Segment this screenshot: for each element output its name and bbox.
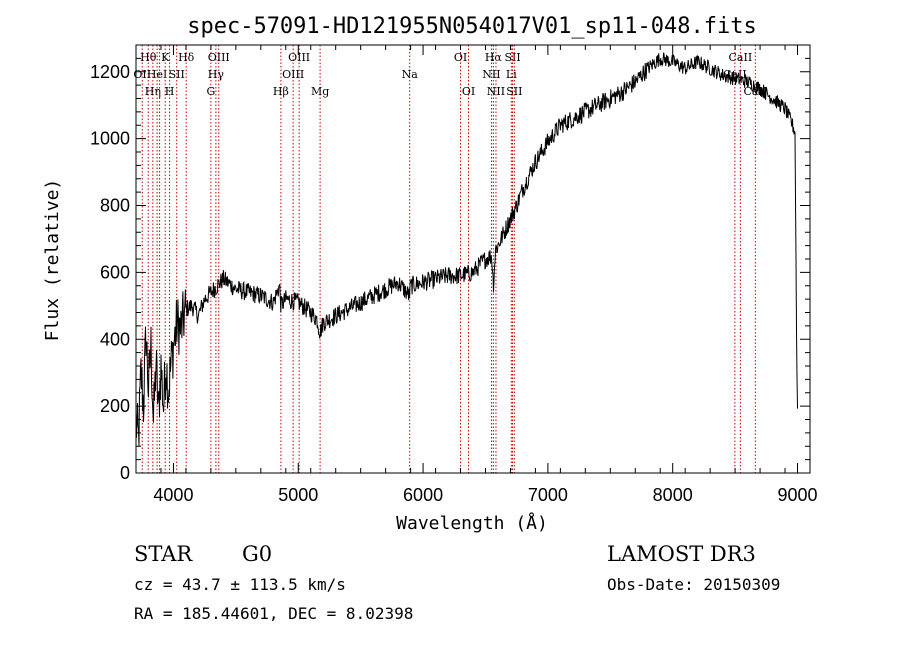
y-tick-label: 400 — [100, 329, 130, 349]
spectral-line-label: CaII — [729, 51, 753, 64]
flux-series-line — [135, 52, 798, 446]
spectral-line-label: OI — [454, 51, 467, 64]
spectral-lines-layer: OIIHθHηHeIKHSIIHδGHγOIIIHβOIIIOIIIMgNaOI… — [133, 45, 767, 473]
flux-series-layer — [135, 52, 798, 446]
spectral-line-label: HeI — [147, 68, 167, 81]
y-tick-label: 1000 — [90, 129, 130, 149]
y-tick-label: 0 — [120, 463, 130, 483]
spectral-line-label: Mg — [311, 85, 329, 98]
chart-title: spec-57091-HD121955N054017V01_sp11-048.f… — [187, 14, 757, 39]
spectral-line-label: Hδ — [178, 51, 195, 64]
spectral-line-label: G — [206, 85, 215, 98]
x-tick-label: 9000 — [777, 485, 817, 505]
spectral-line-label: Hγ — [208, 68, 225, 81]
y-tick-label: 600 — [100, 262, 130, 282]
spectral-line-label: SII — [506, 85, 522, 98]
spectral-line-label: H — [165, 85, 175, 98]
spectral-line-label: Li — [506, 68, 517, 81]
axis-ticks-layer: 4000 5000 6000 7000 8000 9000 0 200 400 600 800 100… — [90, 44, 818, 505]
spectral-line-label: Hβ — [273, 85, 289, 98]
y-tick-label: 800 — [100, 196, 130, 216]
survey-name: LAMOST DR3 — [607, 542, 756, 566]
spectral-line-label: Hα — [485, 51, 503, 64]
spectral-line-label: OIII — [288, 51, 310, 64]
spectral-line-label: SII — [169, 68, 185, 81]
spectral-line-label: K — [161, 51, 170, 64]
spectral-line-label: Hθ — [140, 51, 157, 64]
x-tick-label: 4000 — [153, 485, 193, 505]
spectral-line-label: OI — [462, 85, 475, 98]
y-tick-label: 200 — [100, 396, 130, 416]
x-tick-label: 8000 — [653, 485, 693, 505]
spectral-line-label: NII — [482, 68, 500, 81]
spectral-line-label: OIII — [208, 51, 230, 64]
object-subclass: G0 — [242, 542, 272, 566]
x-tick-label: 6000 — [403, 485, 443, 505]
spectral-line-label: SII — [504, 51, 520, 64]
obs-date: Obs-Date: 20150309 — [607, 575, 780, 594]
spectral-line-label: OIII — [282, 68, 304, 81]
plot-frame — [135, 44, 811, 474]
spectral-line-label: Hη — [145, 85, 161, 98]
y-tick-label: 1200 — [90, 62, 130, 82]
spectral-line-label: NII — [487, 85, 505, 98]
spectral-line-label: Na — [402, 68, 419, 81]
x-tick-label: 7000 — [528, 485, 568, 505]
object-class: STAR — [134, 542, 193, 566]
x-tick-label: 5000 — [278, 485, 318, 505]
x-axis-label: Wavelength (Å) — [396, 512, 548, 534]
y-axis-label: Flux (relative) — [42, 179, 63, 342]
ra-dec-coordinates: RA = 185.44601, DEC = 8.02398 — [134, 604, 413, 623]
redshift-value: cz = 43.7 ± 113.5 km/s — [134, 575, 346, 594]
